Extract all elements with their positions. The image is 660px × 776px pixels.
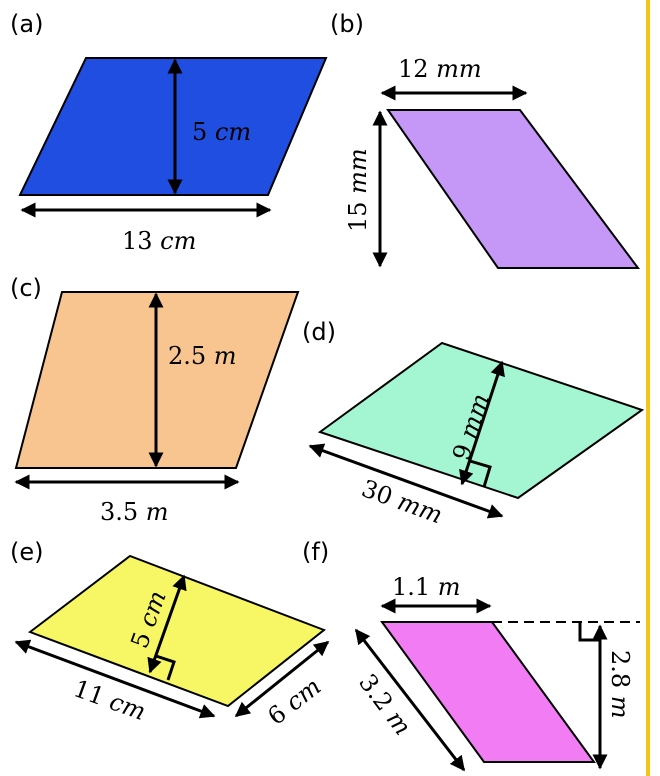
base-label-e: 11 cm xyxy=(70,674,149,726)
parallelogram-b xyxy=(386,109,640,269)
height-label-a: 5 cm xyxy=(192,118,251,146)
base-label-a: 13 cm xyxy=(122,227,196,255)
parallelogram-a xyxy=(18,57,328,196)
base-arrow-e xyxy=(14,639,216,719)
label-e: (e) xyxy=(10,538,44,566)
label-a: (a) xyxy=(10,10,43,38)
problem-d: (d) 9 mm 30 mm xyxy=(302,318,645,529)
side-label-e: 6 cm xyxy=(262,672,326,730)
slant-arrow-f xyxy=(354,628,466,772)
right-angle-f xyxy=(578,622,600,642)
height-label-f: 2.8 m xyxy=(606,650,634,719)
top-label-b: 12 mm xyxy=(398,55,482,83)
height-label-c: 2.5 m xyxy=(168,342,237,370)
label-f: (f) xyxy=(302,538,329,566)
slant-label-f: 3.2 m xyxy=(353,669,417,741)
label-b: (b) xyxy=(330,10,364,38)
base-arrow-d xyxy=(308,443,504,519)
problem-a: (a) 5 cm 13 cm xyxy=(10,10,328,255)
problem-f: (f) 1.1 m 2.8 m 3.2 m xyxy=(302,538,640,772)
side-accent-bar xyxy=(646,0,650,776)
label-c: (c) xyxy=(10,274,42,302)
height-label-b: 15 mm xyxy=(344,148,372,232)
parallelogram-e xyxy=(27,554,326,708)
side-arrow-e xyxy=(234,640,330,718)
problem-c: (c) 2.5 m 3.5 m xyxy=(10,274,300,526)
base-label-c: 3.5 m xyxy=(100,498,169,526)
problem-e: (e) 5 cm 11 cm 6 cm xyxy=(10,538,330,731)
top-label-f: 1.1 m xyxy=(392,573,461,601)
label-d: (d) xyxy=(302,318,336,346)
base-label-d: 30 mm xyxy=(358,474,446,529)
parallelogram-f xyxy=(380,621,596,763)
problem-b: (b) 12 mm 15 mm xyxy=(330,10,640,269)
